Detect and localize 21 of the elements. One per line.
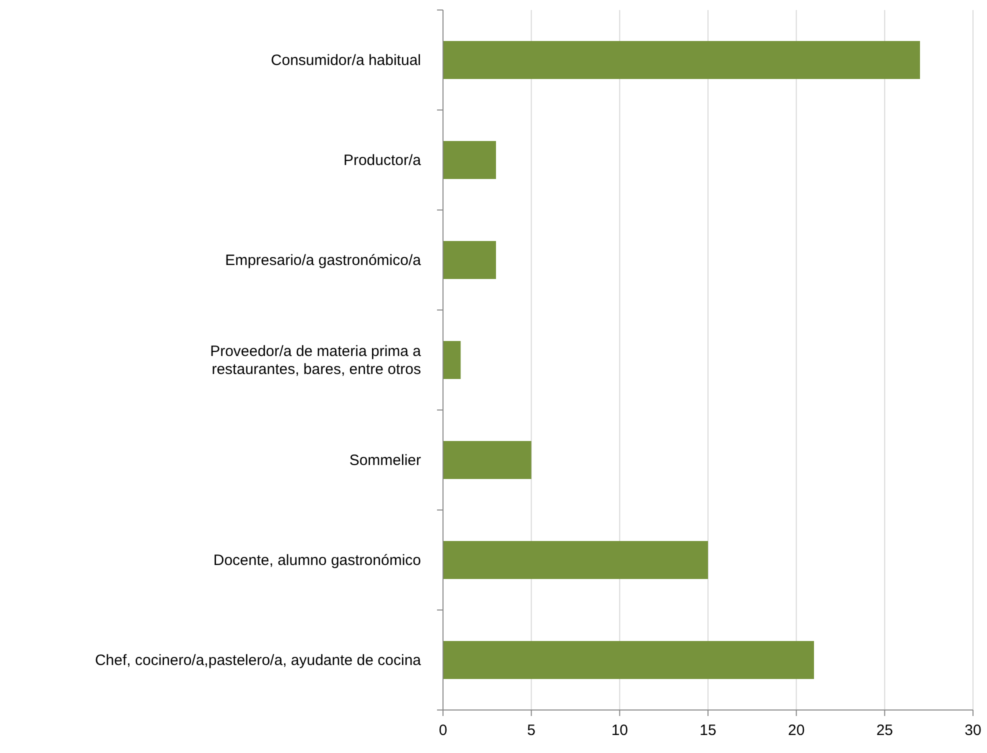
y-tick-label: Productor/a <box>343 152 422 169</box>
x-tick-label: 5 <box>527 722 536 739</box>
y-tick-label: Docente, alumno gastronómico <box>213 552 421 569</box>
y-tick-label: Sommelier <box>349 452 421 469</box>
bar <box>443 41 920 79</box>
x-tick-label: 30 <box>964 722 982 739</box>
bar <box>443 541 708 579</box>
bar <box>443 141 496 179</box>
bar <box>443 341 461 379</box>
bar <box>443 241 496 279</box>
x-tick-label: 15 <box>700 722 716 739</box>
y-tick-label: Consumidor/a habitual <box>270 52 421 69</box>
y-tick-label: Empresario/a gastronómico/a <box>225 252 422 269</box>
x-tick-label: 20 <box>788 722 805 739</box>
x-tick-label: 25 <box>876 722 894 739</box>
y-tick-label: Chef, cocinero/a,pastelero/a, ayudante de cocina <box>94 652 422 669</box>
x-tick-label: 10 <box>611 722 628 739</box>
x-tick-label: 0 <box>438 722 448 739</box>
bar <box>443 641 814 679</box>
y-tick-label: Proveedor/a de materia prima a restaurantes, bares, entre otros <box>210 343 422 378</box>
bar <box>443 441 532 479</box>
